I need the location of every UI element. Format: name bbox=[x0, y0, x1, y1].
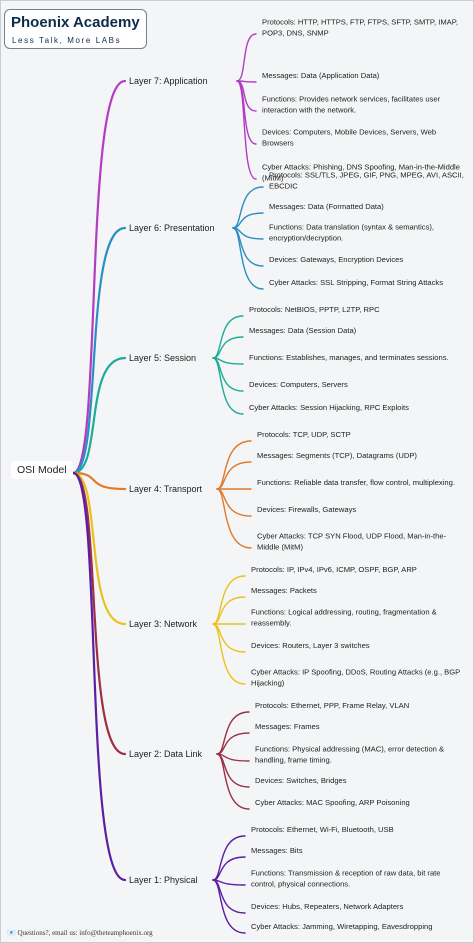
branch-item: Protocols: Ethernet, Wi-Fi, Bluetooth, U… bbox=[251, 824, 394, 834]
branch-item: Devices: Computers, Mobile Devices, Serv… bbox=[262, 127, 437, 148]
connector bbox=[216, 753, 250, 810]
connector bbox=[71, 471, 127, 491]
connector bbox=[216, 461, 252, 490]
branch-item: Protocols: Ethernet, PPP, Frame Relay, V… bbox=[255, 700, 410, 710]
connector bbox=[71, 79, 127, 475]
layer-label: Layer 7: Application bbox=[129, 76, 208, 86]
branch-item: Messages: Bits bbox=[251, 845, 303, 855]
footer: 📧 Questions?, email us: info@theteamphoe… bbox=[7, 929, 153, 937]
connector bbox=[212, 357, 244, 415]
branch-item: Devices: Routers, Layer 3 switches bbox=[251, 640, 370, 650]
footer-text: Questions?, email us: info@theteamphoeni… bbox=[17, 929, 153, 937]
branch-item: Messages: Segments (TCP), Datagrams (UDP… bbox=[257, 450, 417, 460]
connector bbox=[236, 80, 257, 180]
connector bbox=[212, 623, 246, 653]
connector bbox=[236, 80, 257, 145]
branch-item: Functions: Reliable data transfer, flow … bbox=[257, 477, 455, 487]
connector bbox=[71, 471, 127, 626]
connector bbox=[71, 226, 127, 475]
branch-item: Protocols: IP, IPv4, IPv6, ICMP, OSPF, B… bbox=[251, 564, 417, 574]
connector bbox=[212, 879, 246, 934]
branch-item: Messages: Data (Application Data) bbox=[262, 70, 380, 80]
branch-item: Cyber Attacks: Phishing, DNS Spoofing, M… bbox=[262, 162, 460, 183]
connector bbox=[216, 488, 252, 549]
branch-item: Messages: Packets bbox=[251, 585, 317, 595]
branch-item: Devices: Switches, Bridges bbox=[255, 775, 347, 785]
connector bbox=[212, 623, 246, 685]
layer-label: Layer 2: Data Link bbox=[129, 749, 203, 759]
connector bbox=[71, 356, 127, 475]
header-box: Phoenix Academy Less Talk, More LABs bbox=[4, 9, 147, 49]
branch-item: Protocols: TCP, UDP, SCTP bbox=[257, 429, 351, 439]
root-node: OSI Model bbox=[11, 461, 73, 479]
branch-item: Messages: Frames bbox=[255, 721, 320, 731]
branch-item: Cyber Attacks: MAC Spoofing, ARP Poisoni… bbox=[255, 797, 410, 807]
branch-item: Protocols: HTTP, HTTPS, FTP, FTPS, SFTP,… bbox=[262, 17, 458, 38]
layer-label: Layer 6: Presentation bbox=[129, 223, 215, 233]
connector bbox=[212, 596, 246, 625]
layer-label: Layer 3: Network bbox=[129, 619, 198, 629]
branch-item: Cyber Attacks: SSL Stripping, Format Str… bbox=[269, 277, 444, 287]
layer-label: Layer 4: Transport bbox=[129, 484, 203, 494]
connector bbox=[71, 471, 127, 756]
branch-item: Functions: Data translation (syntax & se… bbox=[269, 222, 435, 243]
branch-item: Devices: Hubs, Repeaters, Network Adapte… bbox=[251, 901, 404, 911]
header-title: Phoenix Academy bbox=[11, 14, 140, 31]
branch-item: Messages: Data (Session Data) bbox=[249, 325, 357, 335]
branch-item: Cyber Attacks: IP Spoofing, DDoS, Routin… bbox=[251, 667, 461, 688]
branch-item: Functions: Logical addressing, routing, … bbox=[251, 607, 437, 628]
branch-item: Functions: Provides network services, fa… bbox=[262, 94, 441, 115]
branch-item: Devices: Firewalls, Gateways bbox=[257, 504, 357, 514]
connector bbox=[212, 336, 244, 359]
branch-item: Cyber Attacks: Session Hijacking, RPC Ex… bbox=[249, 402, 409, 412]
branch-item: Devices: Gateways, Encryption Devices bbox=[269, 254, 404, 264]
branch-item: Cyber Attacks: TCP SYN Flood, UDP Flood,… bbox=[257, 531, 447, 552]
connector bbox=[236, 33, 257, 82]
connector bbox=[216, 488, 252, 517]
branch-item: Devices: Computers, Servers bbox=[249, 379, 348, 389]
branch-item: Cyber Attacks: Jamming, Wiretapping, Eav… bbox=[251, 921, 433, 931]
connector bbox=[212, 575, 246, 625]
branch-item: Functions: Physical addressing (MAC), er… bbox=[255, 744, 445, 765]
layer-label: Layer 5: Session bbox=[129, 353, 197, 363]
branch-item: Functions: Establishes, manages, and ter… bbox=[249, 352, 449, 362]
layer-label: Layer 1: Physical bbox=[129, 875, 198, 885]
header-tagline: Less Talk, More LABs bbox=[12, 36, 122, 45]
connector bbox=[212, 856, 246, 881]
branch-item: Protocols: NetBIOS, PPTP, L2TP, RPC bbox=[249, 304, 380, 314]
connector bbox=[71, 471, 127, 882]
branch-item: Protocols: SSL/TLS, JPEG, GIF, PNG, MPEG… bbox=[269, 170, 464, 191]
connector bbox=[232, 212, 264, 229]
connector bbox=[232, 186, 264, 229]
connector bbox=[216, 440, 252, 490]
connector bbox=[232, 227, 264, 290]
connector bbox=[216, 732, 250, 755]
connector bbox=[212, 835, 246, 881]
branch-item: Messages: Data (Formatted Data) bbox=[269, 201, 384, 211]
branch-item: Functions: Transmission & reception of r… bbox=[251, 868, 441, 889]
